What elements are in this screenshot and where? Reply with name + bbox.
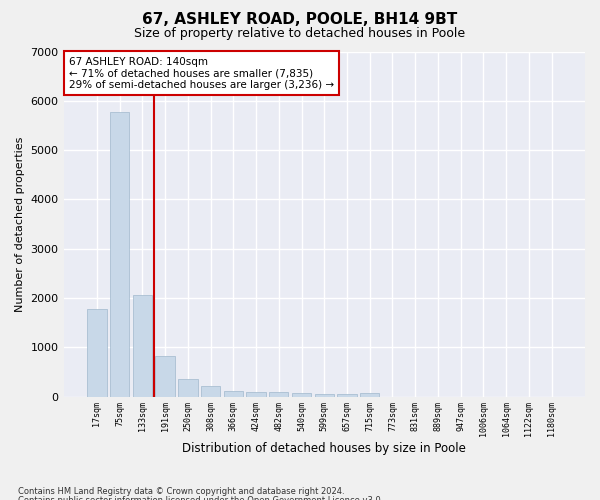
Bar [178, 379, 197, 396]
Bar [224, 391, 243, 396]
Bar [155, 356, 175, 397]
Bar [87, 309, 107, 396]
X-axis label: Distribution of detached houses by size in Poole: Distribution of detached houses by size … [182, 442, 466, 455]
Bar [337, 394, 356, 396]
Text: 67, ASHLEY ROAD, POOLE, BH14 9BT: 67, ASHLEY ROAD, POOLE, BH14 9BT [142, 12, 458, 28]
Text: Size of property relative to detached houses in Poole: Size of property relative to detached ho… [134, 28, 466, 40]
Bar [292, 393, 311, 396]
Bar [201, 386, 220, 396]
Y-axis label: Number of detached properties: Number of detached properties [15, 136, 25, 312]
Text: 67 ASHLEY ROAD: 140sqm
← 71% of detached houses are smaller (7,835)
29% of semi-: 67 ASHLEY ROAD: 140sqm ← 71% of detached… [69, 56, 334, 90]
Bar [314, 394, 334, 396]
Bar [269, 392, 289, 396]
Bar [110, 112, 130, 397]
Text: Contains public sector information licensed under the Open Government Licence v3: Contains public sector information licen… [18, 496, 383, 500]
Bar [247, 392, 266, 396]
Text: Contains HM Land Registry data © Crown copyright and database right 2024.: Contains HM Land Registry data © Crown c… [18, 488, 344, 496]
Bar [360, 392, 379, 396]
Bar [133, 295, 152, 396]
